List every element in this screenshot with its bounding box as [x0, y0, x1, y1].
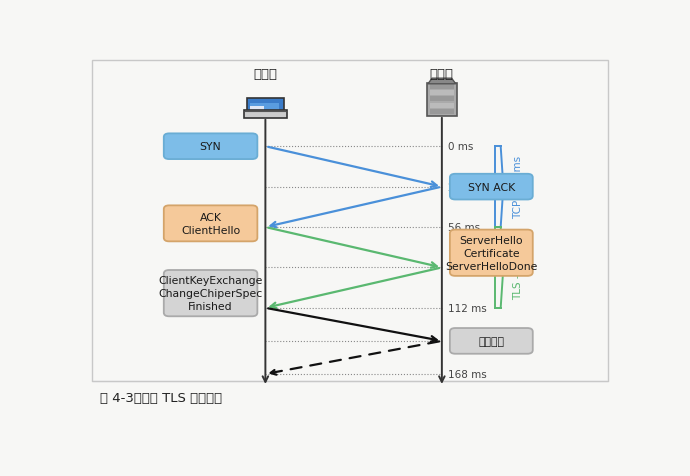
FancyBboxPatch shape	[250, 104, 279, 115]
FancyBboxPatch shape	[164, 206, 257, 242]
FancyBboxPatch shape	[450, 328, 533, 354]
FancyBboxPatch shape	[244, 111, 286, 119]
Text: ClientKeyExchange
ChangeChiperSpec
Finished: ClientKeyExchange ChangeChiperSpec Finis…	[159, 276, 263, 311]
Text: 应用数据: 应用数据	[478, 336, 504, 346]
FancyBboxPatch shape	[430, 97, 454, 102]
Text: TCP – 56 ms: TCP – 56 ms	[513, 156, 523, 219]
FancyBboxPatch shape	[430, 85, 454, 90]
Text: SYN ACK: SYN ACK	[468, 182, 515, 192]
FancyBboxPatch shape	[164, 134, 257, 160]
Text: 0 ms: 0 ms	[448, 142, 473, 152]
FancyBboxPatch shape	[247, 99, 284, 117]
FancyBboxPatch shape	[450, 174, 533, 200]
Text: 接收端: 接收端	[430, 68, 454, 81]
FancyBboxPatch shape	[250, 107, 264, 115]
Text: 28 ms: 28 ms	[448, 182, 480, 192]
FancyBboxPatch shape	[450, 230, 533, 276]
FancyBboxPatch shape	[427, 84, 457, 117]
FancyBboxPatch shape	[430, 91, 454, 96]
FancyBboxPatch shape	[430, 103, 454, 109]
Text: TLS – 56 ms: TLS – 56 ms	[513, 237, 523, 299]
FancyBboxPatch shape	[164, 270, 257, 317]
Text: 140 ms: 140 ms	[448, 336, 487, 346]
Text: 发送端: 发送端	[253, 68, 277, 81]
FancyBboxPatch shape	[92, 61, 608, 381]
Text: ServerHello
Certificate
ServerHelloDone: ServerHello Certificate ServerHelloDone	[445, 236, 538, 271]
Text: SYN: SYN	[199, 142, 221, 152]
FancyBboxPatch shape	[430, 109, 454, 115]
Text: 图 4-3：简短 TLS 握手协议: 图 4-3：简短 TLS 握手协议	[99, 391, 221, 404]
Text: 84 ms: 84 ms	[448, 263, 480, 273]
Text: 168 ms: 168 ms	[448, 369, 487, 379]
Polygon shape	[428, 79, 456, 85]
Text: 112 ms: 112 ms	[448, 303, 487, 313]
Text: 56 ms: 56 ms	[448, 223, 480, 233]
Text: ACK
ClientHello: ACK ClientHello	[181, 212, 240, 235]
